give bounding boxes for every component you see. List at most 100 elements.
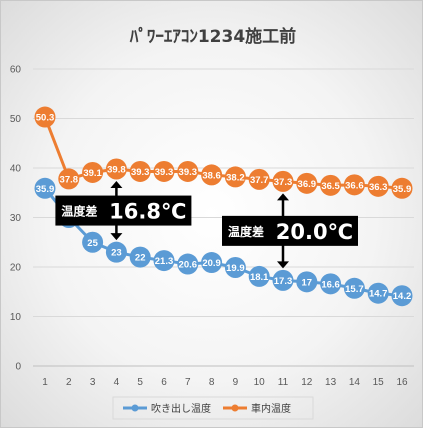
data-point — [153, 160, 175, 182]
legend-frame — [112, 396, 314, 420]
chart-title: ﾊﾟﾜｰｴｱｺﾝ1234施工前 — [129, 26, 296, 47]
data-label: 14.2 — [393, 291, 412, 302]
diff-arrow-head-down — [277, 261, 289, 269]
x-tick-label: 6 — [161, 377, 167, 388]
data-point — [177, 253, 199, 275]
diff-label: 温度差 — [61, 204, 97, 219]
data-point — [296, 271, 318, 293]
data-label: 50.3 — [36, 113, 55, 124]
x-tick-label: 9 — [233, 377, 239, 388]
data-point — [129, 160, 151, 182]
data-label: 15.7 — [345, 284, 364, 295]
diff-value: 16.8℃ — [109, 200, 186, 224]
data-point — [248, 265, 270, 287]
diff-box — [55, 195, 192, 226]
data-point — [105, 241, 127, 263]
data-label: 16.6 — [321, 279, 340, 290]
data-label: 36.6 — [345, 180, 364, 191]
x-tick-label: 2 — [66, 377, 72, 388]
legend-entry-2[interactable]: 車内温度 — [223, 402, 291, 415]
diff-arrow-head-down — [110, 233, 123, 241]
x-tick-label: 5 — [137, 377, 143, 388]
y-tick-label: 40 — [10, 164, 22, 175]
data-label: 37.8 — [60, 174, 79, 185]
data-label: 19.9 — [226, 263, 245, 274]
data-point — [34, 106, 56, 128]
data-label: 36.9 — [298, 179, 317, 190]
x-tick-label: 4 — [114, 377, 120, 388]
data-point — [343, 174, 365, 196]
data-point — [58, 168, 80, 190]
x-tick-label: 15 — [373, 377, 385, 388]
data-label: 22 — [135, 253, 146, 264]
data-label: 25 — [87, 238, 98, 249]
data-label: 17 — [302, 277, 313, 288]
data-point — [391, 285, 413, 307]
data-label: 36.5 — [321, 181, 340, 192]
diff-label: 温度差 — [228, 224, 264, 239]
x-tick-label: 3 — [90, 377, 96, 388]
data-point — [320, 174, 342, 196]
y-tick-label: 30 — [10, 213, 22, 224]
diff-value: 20.0℃ — [276, 220, 353, 244]
data-point — [320, 273, 342, 295]
data-point — [296, 172, 318, 194]
data-label: 39.8 — [107, 164, 126, 175]
x-tick-label: 14 — [349, 377, 361, 388]
data-label: 14.7 — [369, 289, 388, 300]
data-label: 23 — [111, 248, 122, 259]
data-point — [201, 164, 223, 186]
data-label: 37.3 — [274, 177, 293, 188]
data-point — [129, 246, 151, 268]
data-label: 18.1 — [250, 272, 269, 283]
data-label: 36.3 — [369, 182, 388, 193]
x-tick-label: 10 — [254, 377, 266, 388]
data-label: 39.3 — [179, 167, 198, 178]
data-point — [34, 177, 56, 199]
data-point — [153, 250, 175, 272]
y-tick-label: 10 — [10, 312, 22, 323]
data-label: 17.3 — [274, 276, 293, 287]
y-tick-label: 50 — [10, 114, 22, 125]
data-point — [177, 160, 199, 182]
data-label: 39.1 — [83, 168, 102, 179]
x-tick-label: 8 — [209, 377, 215, 388]
data-point — [391, 177, 413, 199]
data-label: 21.3 — [155, 256, 174, 267]
diff-arrow-head-up — [277, 193, 289, 201]
x-tick-label: 16 — [396, 377, 408, 388]
legend-marker — [231, 404, 239, 412]
x-tick-label: 13 — [325, 377, 337, 388]
data-label: 20.6 — [179, 260, 198, 271]
x-axis-ticks: 1 2 3 4 5 6 7 8 9 10 11 12 13 14 15 16 — [42, 377, 408, 388]
data-point — [105, 158, 127, 180]
data-label: 20.9 — [202, 258, 221, 269]
data-point — [224, 166, 246, 188]
x-tick-label: 7 — [185, 377, 191, 388]
legend-label: 吹き出し温度 — [151, 402, 211, 415]
data-point — [224, 256, 246, 278]
legend-entry-1[interactable]: 吹き出し温度 — [123, 402, 211, 415]
x-tick-label: 1 — [42, 377, 48, 388]
x-tick-label: 12 — [301, 377, 313, 388]
data-point — [248, 168, 270, 190]
data-point — [367, 175, 389, 197]
data-point — [82, 231, 104, 253]
legend-label: 車内温度 — [251, 402, 291, 415]
data-point — [343, 277, 365, 299]
diff-arrow-head-up — [110, 180, 123, 188]
legend[interactable]: 吹き出し温度 車内温度 — [112, 396, 314, 420]
x-tick-label: 11 — [278, 377, 289, 388]
data-label: 35.9 — [393, 184, 412, 195]
y-axis-ticks: 0 10 20 30 40 50 60 — [10, 65, 22, 373]
data-label: 38.6 — [202, 170, 221, 181]
series-2: 50.3 37.8 39.1 39.8 39.3 39.3 39.3 38.6 38.2 37.7… — [34, 106, 413, 199]
series-line — [43, 187, 403, 298]
data-point — [82, 161, 104, 183]
y-tick-label: 20 — [10, 263, 22, 274]
temp-diff-annotation: 温度差 16.8℃ — [55, 180, 192, 241]
data-label: 37.7 — [250, 175, 269, 186]
data-point — [367, 282, 389, 304]
